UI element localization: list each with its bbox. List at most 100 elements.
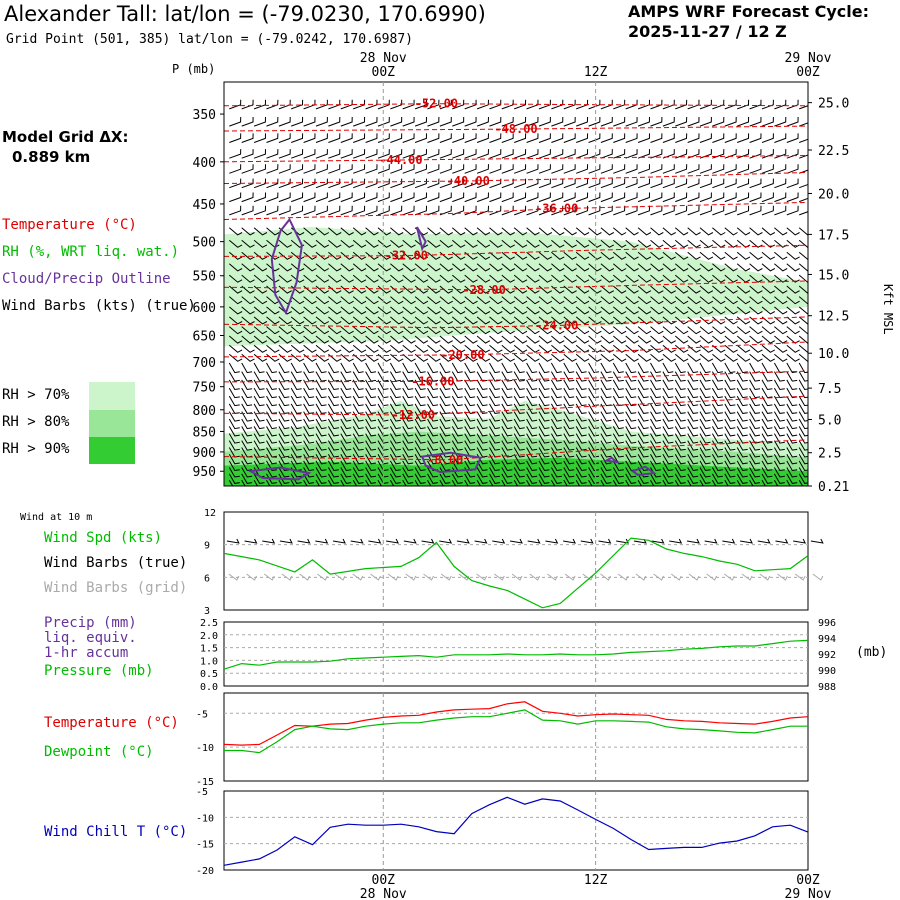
wind-barb (291, 99, 304, 110)
wind-barb (489, 411, 500, 422)
wind-barb (711, 479, 717, 486)
wind-barb (278, 479, 283, 486)
wind-barb (538, 227, 553, 236)
wind-barb (761, 433, 773, 444)
wind-barb (476, 353, 491, 362)
bottom-time-label: 12Z (584, 873, 608, 888)
isotherm-label: -36.00 (535, 202, 578, 216)
wind-barb (303, 99, 316, 110)
wind-barb (414, 379, 426, 391)
wind-barb (761, 344, 776, 353)
wind-barb (711, 447, 723, 458)
wind-barb (625, 296, 639, 305)
wind-barb (526, 403, 538, 414)
wind-barb (637, 447, 649, 458)
wind-barb (290, 306, 305, 315)
wind-barb (427, 467, 439, 478)
wind-barb (377, 205, 390, 216)
wind-barb (278, 473, 290, 484)
wind-barb (749, 116, 762, 127)
wind-barb (365, 296, 379, 305)
wind-barb (253, 306, 268, 315)
wind-barb (538, 164, 551, 174)
wind-barb (687, 306, 701, 315)
wind-barb (687, 447, 699, 458)
wind-barb (303, 479, 308, 486)
wind-barb (352, 379, 364, 391)
wind-barb (749, 192, 762, 203)
wind-barb (365, 447, 377, 458)
wind-barb (489, 133, 502, 143)
wind-barb (600, 353, 615, 362)
wind-barb (749, 353, 763, 362)
wind-barb (315, 285, 330, 294)
wind-barb (711, 473, 723, 484)
wind-barb (451, 227, 466, 236)
wind-barb (612, 433, 624, 444)
wind-barb (786, 467, 798, 478)
wind-barb (749, 454, 761, 465)
wind-barb (674, 433, 686, 444)
wind-barb (451, 362, 463, 374)
windchill-tick-label: -10 (196, 813, 214, 824)
wind-barb (724, 239, 738, 248)
wind-barb (228, 418, 240, 430)
wind-barb (786, 395, 798, 407)
wind-barb (389, 395, 401, 407)
wind-barb (328, 251, 342, 260)
wind-barb (340, 239, 354, 248)
isotherm-label: -20.00 (441, 348, 484, 362)
wind-barb (489, 116, 502, 127)
wind-barb (278, 362, 290, 374)
wind-barb (736, 251, 751, 260)
wind-barb (773, 371, 785, 382)
wind-barb (501, 362, 513, 374)
wind-barb (662, 285, 676, 294)
wind-barb (749, 178, 762, 189)
wind-barb (724, 133, 737, 143)
height-tick-label: 5.0 (818, 413, 841, 428)
wind-barb (575, 395, 587, 407)
wind-barb (439, 426, 451, 437)
wind-barb (699, 133, 712, 143)
wind-barb (228, 433, 240, 444)
wind-barb (414, 263, 429, 272)
wind-barb (365, 239, 379, 248)
top-date-label: 28 Nov (360, 51, 407, 66)
wind-barb (637, 387, 649, 399)
wind-barb (228, 316, 243, 325)
wind-barb (551, 296, 565, 305)
wind-barb (501, 467, 513, 478)
wind-barb (476, 192, 489, 203)
wind-barb (637, 426, 649, 437)
pressure-line (223, 639, 809, 670)
top-date-label: 29 Nov (785, 51, 832, 66)
wind-barb (290, 403, 302, 414)
wind-barb (662, 239, 676, 248)
wind-barb (538, 403, 550, 414)
wind-barb (353, 164, 366, 174)
wind-barb (588, 133, 601, 143)
wind-speed-line (223, 537, 809, 609)
wind-barb (241, 379, 253, 391)
wind-barb (538, 205, 551, 216)
wind-barb (563, 227, 577, 236)
wind-barb (662, 460, 674, 472)
pressure-tick-label: 900 (193, 446, 216, 461)
wind-barb (699, 395, 711, 407)
wind-barb (526, 164, 539, 174)
wind-barb (674, 467, 686, 478)
wind-barb (501, 274, 515, 283)
wind-barb (352, 418, 364, 430)
wind-barb (774, 133, 787, 143)
wind-barb (575, 411, 587, 422)
wind-barb (799, 169, 808, 174)
wind-barb (576, 178, 589, 189)
surface-grid-barb (352, 573, 364, 581)
wind-barb (575, 426, 587, 437)
wind-barb (241, 116, 254, 127)
wind-barb (414, 473, 426, 484)
wind-barb (476, 335, 491, 344)
wind-barb (612, 285, 627, 294)
wind-barb (612, 306, 627, 315)
